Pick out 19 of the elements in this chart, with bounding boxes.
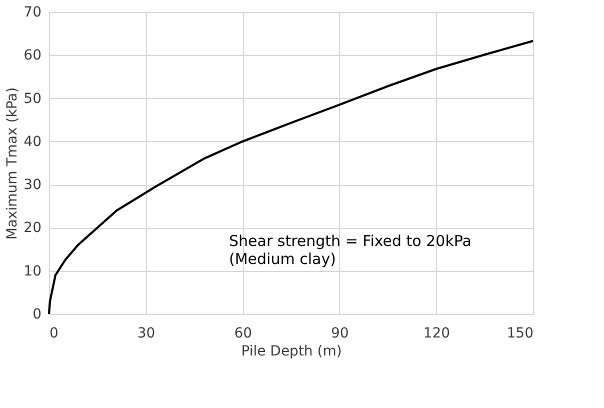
x-tick-label: 150 [506,326,534,342]
y-tick-label: 70 [24,4,42,20]
line-series [48,40,534,316]
x-tick-label: 0 [50,326,58,342]
y-tick-label: 30 [24,177,42,194]
x-tick-label: 30 [137,326,156,342]
x-tick-label: 90 [330,326,349,342]
y-tick-label: 50 [24,90,42,107]
y-tick-label: 60 [24,48,42,64]
y-tick-label: 10 [24,263,42,280]
x-tick-label: 120 [423,326,450,342]
y-tick-label: 20 [24,220,42,236]
x-tick-label: 60 [234,326,252,342]
y-tick-label: 40 [24,134,42,150]
x-axis-title: Pile Depth (m) [241,344,342,360]
y-axis-title: Maximum Tmax (kPa) [4,87,21,240]
annotation: (Medium clay) [229,250,336,268]
annotation: Shear strength = Fixed to 20kPa [229,232,472,250]
y-tick-label: 0 [32,306,42,322]
